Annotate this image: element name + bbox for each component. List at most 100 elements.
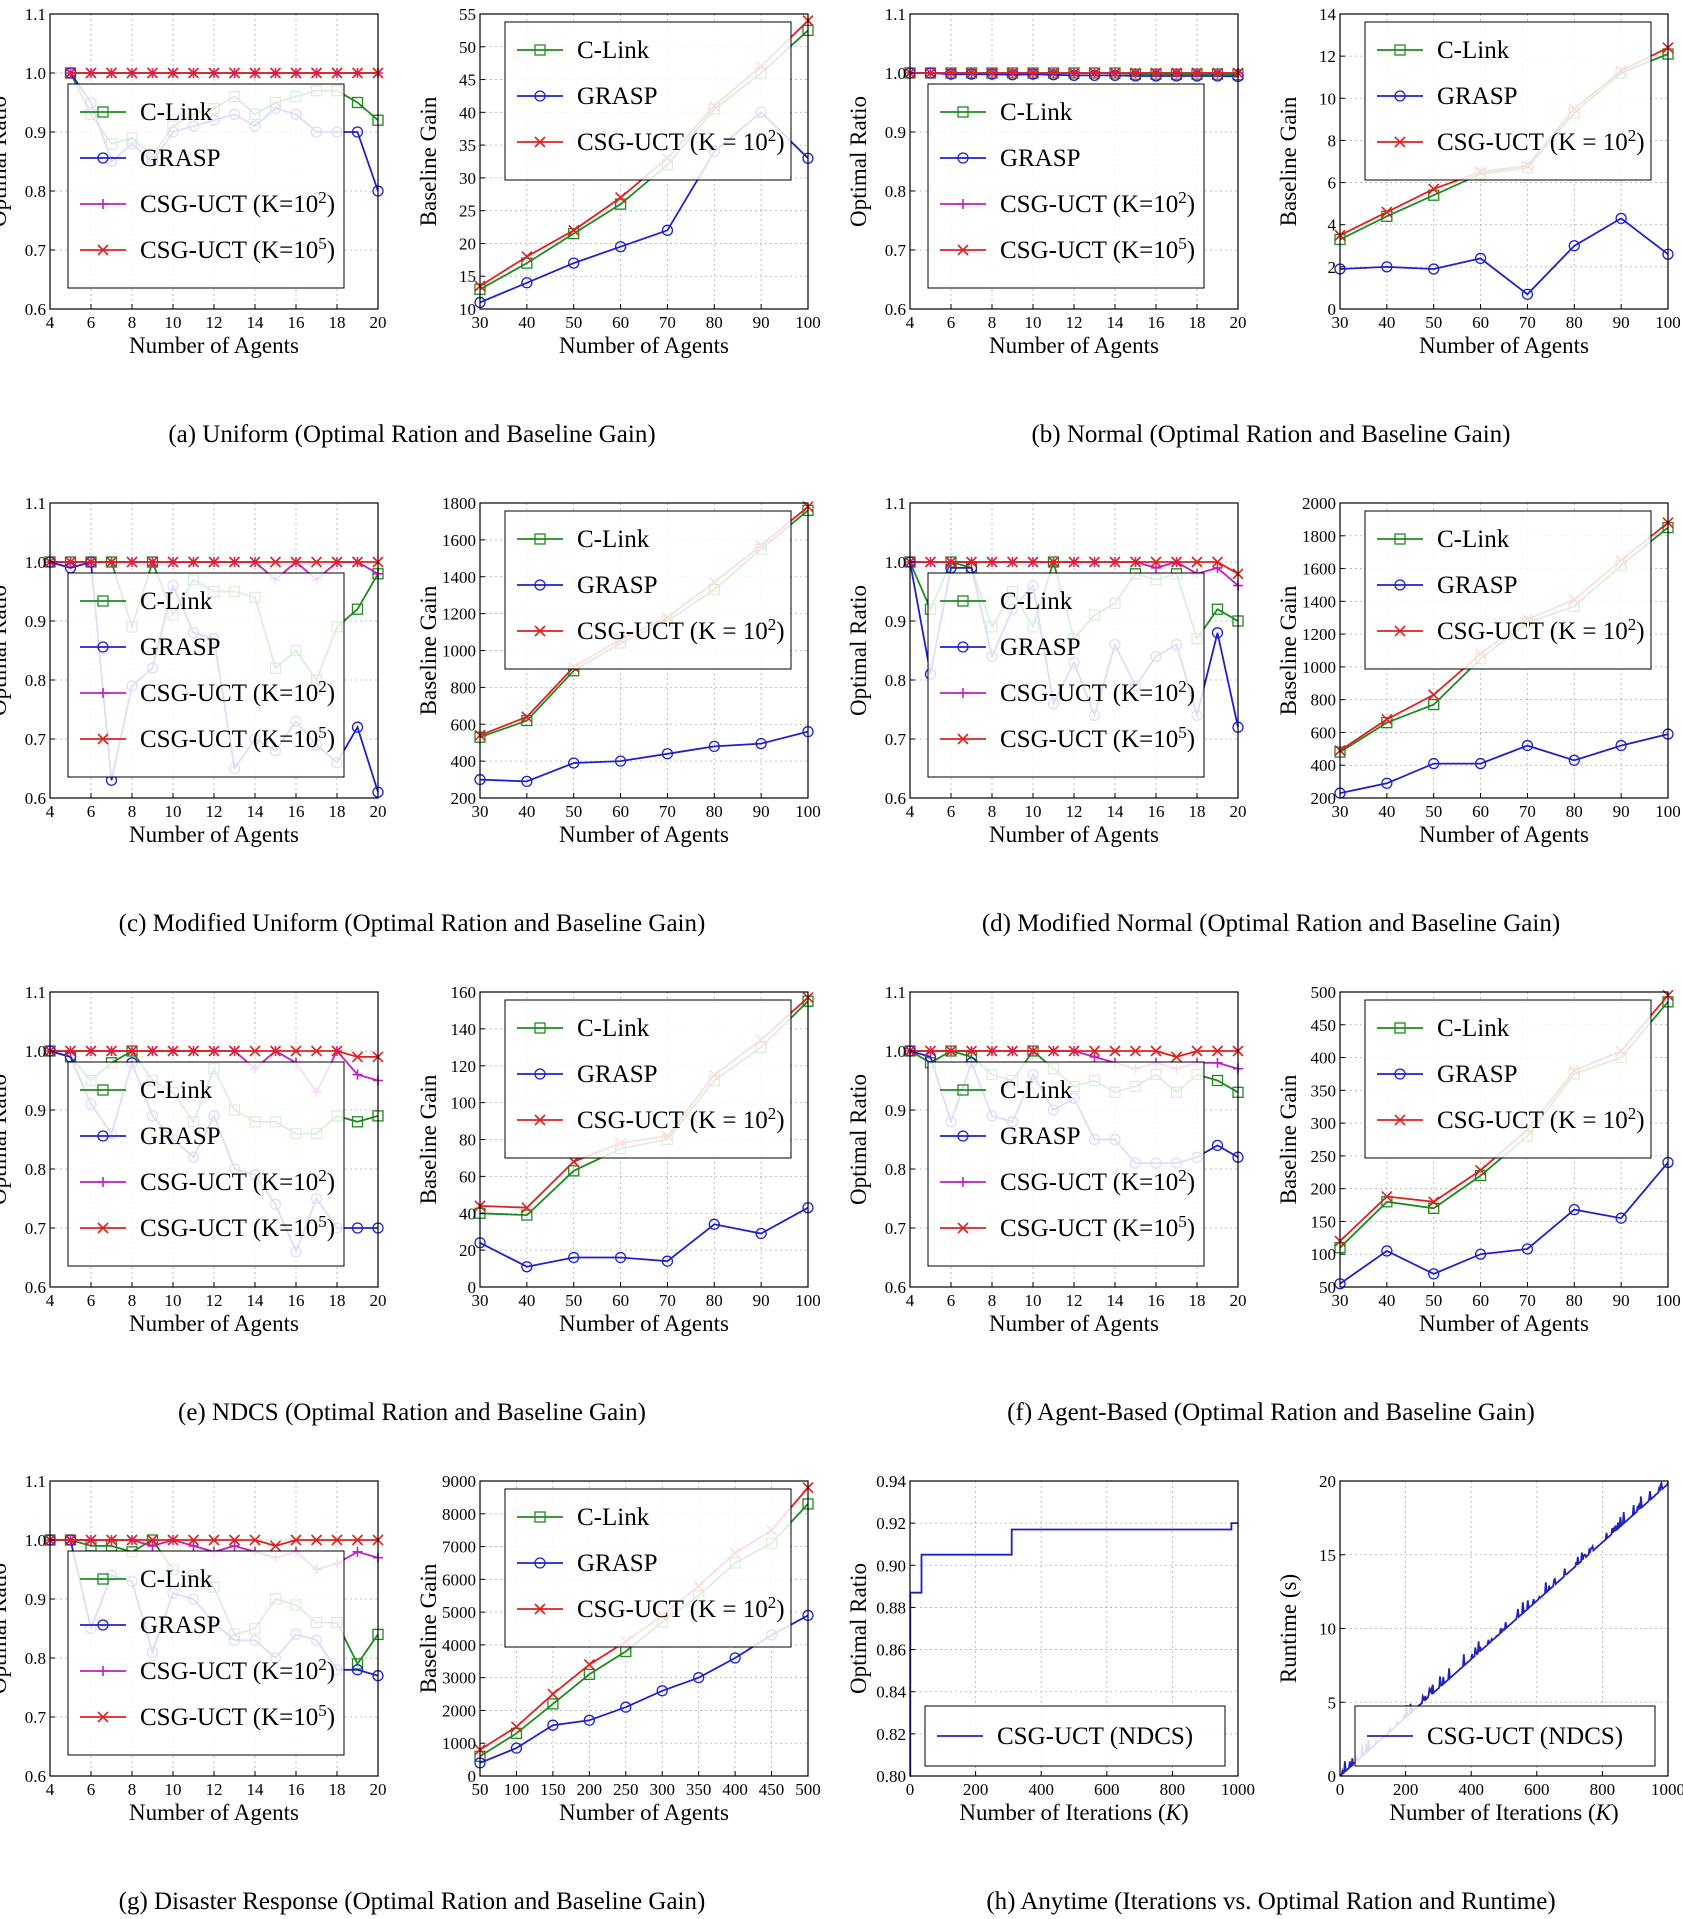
- legend-marker: [98, 199, 108, 209]
- legend-marker: [1394, 1114, 1406, 1126]
- x-axis-label: Number of Agents: [129, 1800, 299, 1825]
- data-point: [249, 1534, 261, 1546]
- y-tick-label: 1400: [1302, 592, 1336, 611]
- x-tick-label: 14: [1107, 802, 1125, 821]
- x-tick-label: 200: [963, 1780, 989, 1799]
- y-axis-label: Optimal Ratio: [0, 96, 11, 227]
- data-point: [188, 1540, 199, 1551]
- plot-frame: [1339, 502, 1669, 799]
- legend-label: GRASP: [1437, 572, 1518, 599]
- legend-marker: [958, 1177, 968, 1187]
- x-tick-label: 20: [370, 313, 387, 332]
- data-point: [1381, 777, 1393, 789]
- data-point: [1428, 189, 1440, 201]
- data-point: [187, 67, 200, 79]
- x-tick-label: 16: [288, 802, 305, 821]
- chart-d1: 4 6 8 10 12 14 16 18 20 0.6 0.7 0.8 0.9 1.0 1.1 Number …: [846, 494, 1247, 847]
- y-tick-label: 0.8: [25, 1649, 46, 1668]
- y-tick-label: 0.6: [885, 300, 906, 319]
- x-tick-label: 70: [659, 802, 676, 821]
- y-tick-label: 0.90: [876, 1556, 906, 1575]
- legend: C-Link GRASP CSG-UCT (K = 102): [504, 999, 792, 1159]
- legend-marker: [97, 1573, 109, 1585]
- legend-label: C-Link: [1437, 1015, 1510, 1042]
- chart-f1: 4 6 8 10 12 14 16 18 20 0.6 0.7 0.8 0.9 1.0 1.1 Number …: [846, 983, 1247, 1336]
- legend-label: GRASP: [1437, 83, 1518, 110]
- legend-marker: [957, 595, 969, 607]
- data-point: [85, 1534, 97, 1546]
- legend-label: C-Link: [1000, 99, 1073, 126]
- x-tick-label: 400: [722, 1780, 748, 1799]
- y-tick-label: 0.80: [876, 1767, 906, 1786]
- plot-frame: [1339, 991, 1669, 1288]
- data-point: [1068, 67, 1080, 79]
- data-point: [1521, 288, 1534, 300]
- y-tick-label: 20: [459, 234, 476, 253]
- y-tick-label: 0.6: [885, 789, 906, 808]
- data-point: [351, 96, 364, 109]
- data-point: [1211, 1074, 1224, 1087]
- y-tick-label: 600: [1311, 723, 1337, 742]
- x-tick-label: 10: [165, 802, 182, 821]
- legend-label: GRASP: [577, 83, 658, 110]
- x-tick-label: 40: [1378, 1291, 1395, 1310]
- data-point: [1150, 556, 1162, 568]
- y-tick-label: 4: [1328, 216, 1337, 235]
- legend-marker: [957, 1084, 969, 1096]
- y-tick-label: 800: [451, 678, 477, 697]
- data-point: [1381, 206, 1393, 218]
- x-tick-label: 90: [1613, 1291, 1630, 1310]
- x-tick-label: 100: [1655, 802, 1681, 821]
- x-tick-label: 60: [612, 802, 629, 821]
- y-tick-label: 5: [1328, 1693, 1337, 1712]
- x-tick-label: 800: [1160, 1780, 1186, 1799]
- data-point: [167, 67, 179, 79]
- x-tick-label: 40: [1378, 313, 1395, 332]
- x-tick-label: 50: [1425, 313, 1442, 332]
- y-tick-label: 0: [468, 1278, 477, 1297]
- x-tick-label: 14: [247, 1780, 265, 1799]
- data-point: [105, 1534, 118, 1546]
- y-axis-label: Optimal Ratio: [0, 585, 11, 716]
- x-tick-label: 350: [686, 1780, 712, 1799]
- y-tick-label: 0: [1328, 1767, 1337, 1786]
- x-tick-label: 200: [1393, 1780, 1419, 1799]
- legend-marker: [534, 1068, 546, 1080]
- legend-label: CSG-UCT (K = 102): [1437, 1104, 1645, 1134]
- chart-d2: 30 40 50 60 70 80 90 100 200 400 600 800 1000 1200 140…: [1276, 494, 1681, 847]
- x-tick-label: 6: [947, 802, 956, 821]
- y-tick-label: 5000: [442, 1603, 476, 1622]
- x-tick-label: 8: [128, 313, 137, 332]
- y-tick-label: 2: [1328, 258, 1337, 277]
- data-point: [1568, 1203, 1580, 1216]
- legend: C-Link GRASP CSG-UCT (K=102) CSG-UCT (K=105…: [927, 572, 1205, 778]
- data-point: [945, 67, 957, 79]
- y-tick-label: 200: [451, 789, 477, 808]
- data-point: [1068, 556, 1080, 568]
- x-tick-label: 16: [288, 1780, 305, 1799]
- x-tick-label: 6: [87, 1291, 96, 1310]
- y-tick-label: 0.88: [876, 1598, 906, 1617]
- y-tick-label: 50: [1319, 1278, 1336, 1297]
- y-tick-label: 40: [459, 1204, 476, 1223]
- data-point: [1150, 67, 1162, 79]
- data-point: [965, 1045, 978, 1057]
- data-point: [1211, 1045, 1224, 1057]
- x-tick-label: 16: [1148, 1291, 1165, 1310]
- x-tick-label: 400: [1028, 1780, 1054, 1799]
- legend-marker: [957, 244, 969, 256]
- y-tick-label: 30: [459, 169, 476, 188]
- legend-marker: [97, 244, 109, 256]
- x-tick-label: 30: [472, 1291, 489, 1310]
- x-tick-label: 80: [706, 802, 723, 821]
- data-point: [1006, 556, 1019, 568]
- y-tick-label: 450: [1311, 1016, 1337, 1035]
- data-point: [1428, 1196, 1440, 1208]
- data-point: [1381, 713, 1393, 725]
- data-point: [351, 1222, 364, 1234]
- x-tick-label: 16: [1148, 802, 1165, 821]
- x-tick-label: 50: [472, 1780, 489, 1799]
- legend: C-Link GRASP CSG-UCT (K=102) CSG-UCT (K=105…: [927, 83, 1205, 289]
- data-point: [986, 1045, 998, 1057]
- y-tick-label: 600: [451, 715, 477, 734]
